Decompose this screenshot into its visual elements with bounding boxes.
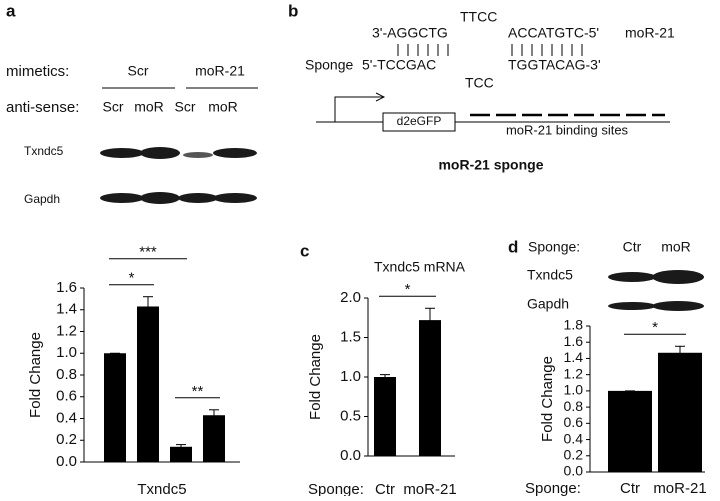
antisense: Scr — [175, 99, 196, 115]
sequence: 3'-AGGCTG — [372, 25, 448, 41]
bar — [419, 320, 441, 456]
y-tick-label: 1.5 — [340, 328, 361, 345]
y-tick-label: 0.2 — [564, 446, 584, 462]
y-tick-label: 1.0 — [564, 382, 584, 398]
panel-label: d — [508, 237, 518, 256]
reporter: d2eGFP — [397, 114, 442, 128]
significance-label: * — [652, 319, 658, 336]
bar — [203, 415, 225, 462]
bar — [104, 353, 126, 462]
chart-title: Txndc5 mRNA — [374, 259, 466, 275]
bar — [137, 306, 159, 462]
condition: moR — [661, 239, 691, 255]
y-tick-label: 1.6 — [564, 333, 584, 349]
sequence: ACCATGTC-5' — [508, 25, 599, 41]
panel-label: a — [6, 1, 16, 20]
significance-label: * — [405, 281, 411, 298]
bar — [608, 390, 652, 472]
mimetic: moR-21 — [195, 63, 245, 79]
x-axis-label: Txndc5 — [137, 481, 186, 496]
y-tick-label: 1.8 — [564, 317, 584, 333]
y-tick-label: 0.6 — [564, 414, 584, 430]
base-pairs — [397, 44, 583, 56]
caption: moR-21 sponge — [438, 157, 543, 173]
antisense: moR — [208, 99, 238, 115]
antisense: moR — [134, 99, 164, 115]
bar — [658, 352, 702, 472]
sponge-label: Sponge: — [528, 239, 580, 255]
mimetics-label: mimetics: — [6, 63, 69, 80]
significance-label: * — [129, 270, 135, 287]
mimetic: Scr — [128, 63, 149, 79]
y-tick-label: 1.0 — [56, 344, 77, 361]
x-tick-label: Ctr — [375, 481, 395, 496]
y-tick-label: 0.5 — [340, 407, 361, 424]
y-tick-label: 0.0 — [56, 453, 77, 470]
y-axis-label: Fold Change — [539, 356, 556, 442]
x-tick-label: Ctr — [620, 480, 640, 496]
y-tick-label: 0.0 — [340, 447, 361, 464]
blot-label: Gapdh — [527, 296, 569, 312]
x-tick-label: moR-21 — [403, 481, 456, 496]
blot-label: Txndc5 — [527, 267, 573, 283]
significance-label: ** — [192, 383, 204, 400]
y-tick-label: 0.4 — [564, 430, 584, 446]
condition: Ctr — [623, 239, 642, 255]
panel-label: c — [300, 241, 309, 260]
sequence: TCC — [465, 75, 494, 91]
x-prefix: Sponge: — [525, 480, 581, 496]
y-tick-label: 1.2 — [56, 322, 77, 339]
significance-label: *** — [139, 244, 157, 261]
sequence: 5'-TCCGAC — [362, 57, 436, 73]
antisense: Scr — [103, 99, 124, 115]
target-label: moR-21 — [625, 25, 675, 41]
y-tick-label: 0.8 — [56, 366, 77, 383]
bar — [170, 446, 192, 462]
blot-label: Gapdh — [24, 192, 60, 206]
y-tick-label: 0.2 — [56, 431, 77, 448]
sequence: TGGTACAG-3' — [508, 57, 601, 73]
y-tick-label: 2.0 — [340, 289, 361, 306]
sponge-label: Sponge — [305, 57, 353, 73]
y-tick-label: 1.4 — [564, 349, 584, 365]
y-axis-label: Fold Change — [27, 332, 44, 418]
panel-label: b — [288, 1, 298, 20]
x-prefix: Sponge: — [308, 481, 364, 496]
blot-bands — [608, 270, 704, 311]
y-tick-label: 1.0 — [340, 368, 361, 385]
blot-label: Txndc5 — [24, 144, 64, 158]
y-tick-label: 0.8 — [564, 398, 584, 414]
y-tick-label: 0.4 — [56, 409, 77, 426]
y-axis-label: Fold Change — [307, 334, 324, 420]
blot-bands — [100, 147, 257, 204]
sequence: TTCC — [460, 9, 497, 25]
y-tick-label: 1.4 — [56, 301, 77, 318]
y-tick-label: 0.6 — [56, 388, 77, 405]
x-tick-label: moR-21 — [653, 480, 706, 496]
construct — [316, 92, 670, 132]
y-tick-label: 0.0 — [564, 463, 584, 479]
sites-label: moR-21 binding sites — [506, 122, 629, 137]
y-tick-label: 1.6 — [56, 279, 77, 296]
bar — [374, 377, 396, 456]
antisense-label: anti-sense: — [6, 99, 79, 116]
y-tick-label: 1.2 — [564, 365, 584, 381]
